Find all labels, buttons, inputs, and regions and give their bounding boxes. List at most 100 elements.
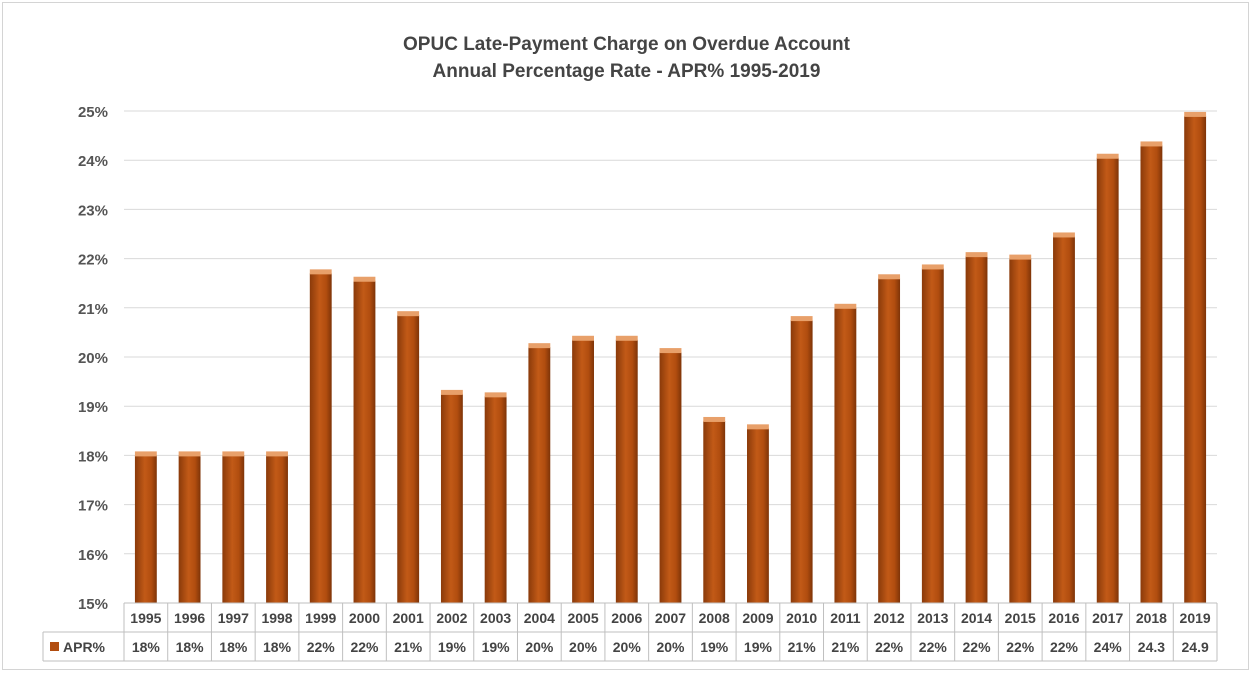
bar <box>615 339 638 603</box>
data-label: 22% <box>919 639 948 655</box>
bar-top <box>440 389 463 395</box>
bar-top <box>1140 141 1163 147</box>
bar <box>659 352 682 603</box>
bar <box>703 420 726 603</box>
bar <box>1096 157 1119 604</box>
data-label: 22% <box>1006 639 1035 655</box>
x-tick-label: 2010 <box>786 610 817 626</box>
data-label: 20% <box>656 639 685 655</box>
y-tick-label: 18% <box>78 448 108 465</box>
data-label: 18% <box>132 639 161 655</box>
data-label: 22% <box>963 639 992 655</box>
bar <box>134 455 157 603</box>
data-label: 18% <box>219 639 248 655</box>
x-tick-label: 2003 <box>480 610 511 626</box>
x-tick-label: 1996 <box>174 610 205 626</box>
y-tick-label: 25% <box>78 104 108 121</box>
bar-top <box>397 311 420 317</box>
data-label: 21% <box>831 639 860 655</box>
x-tick-label: 2019 <box>1180 610 1211 626</box>
bar-top <box>834 303 857 309</box>
x-tick-label: 1997 <box>218 610 249 626</box>
x-tick-label: 2001 <box>393 610 424 626</box>
data-label: 18% <box>176 639 205 655</box>
x-tick-label: 1998 <box>261 610 292 626</box>
data-label: 24.9 <box>1182 639 1209 655</box>
y-tick-label: 19% <box>78 399 108 416</box>
bar <box>1184 115 1207 604</box>
bar-top <box>790 316 813 322</box>
data-label: 19% <box>744 639 773 655</box>
data-label: 19% <box>482 639 511 655</box>
x-tick-label: 2002 <box>436 610 467 626</box>
bar <box>572 339 594 603</box>
bar-top <box>921 264 944 270</box>
bar <box>878 278 901 603</box>
x-tick-label: 2006 <box>611 610 642 626</box>
x-tick-label: 2014 <box>961 610 992 626</box>
bar-top <box>1096 153 1119 159</box>
x-tick-label: 2007 <box>655 610 686 626</box>
data-label: 20% <box>525 639 554 655</box>
data-label: 21% <box>394 639 423 655</box>
bar-top <box>659 348 682 354</box>
bar-top <box>1053 232 1075 238</box>
data-label: 18% <box>263 639 292 655</box>
x-tick-label: 2000 <box>349 610 380 626</box>
bar-top <box>878 274 901 280</box>
y-tick-label: 23% <box>78 202 108 219</box>
bar <box>353 280 376 603</box>
bar <box>1140 145 1163 603</box>
bar-top <box>484 392 507 398</box>
x-tick-label: 1999 <box>305 610 336 626</box>
x-tick-label: 2011 <box>830 610 861 626</box>
x-tick-label: 2005 <box>567 610 598 626</box>
bar <box>965 256 988 603</box>
bar-top <box>134 451 157 457</box>
bar <box>222 455 245 603</box>
data-label: 19% <box>438 639 467 655</box>
y-tick-label: 15% <box>78 596 108 613</box>
data-label: 21% <box>788 639 817 655</box>
bar <box>834 307 857 603</box>
data-label: 24% <box>1094 639 1123 655</box>
chart-title: OPUC Late-Payment Charge on Overdue Acco… <box>403 34 850 55</box>
bar <box>440 393 463 603</box>
bar-top <box>1184 111 1207 117</box>
bar-top <box>572 335 594 341</box>
data-table: 1995 18% 1996 18% 1997 18% 1998 18% 1999 22% 2000 2… <box>42 602 1218 662</box>
bar-top <box>178 451 201 457</box>
data-label: 22% <box>1050 639 1079 655</box>
y-tick-label: 21% <box>78 301 108 318</box>
x-tick-label: 2017 <box>1092 610 1123 626</box>
bar-top <box>615 335 638 341</box>
legend-swatch <box>50 642 59 651</box>
bar <box>921 268 944 603</box>
bar <box>1009 258 1032 603</box>
bar-top <box>747 424 769 430</box>
data-label: 19% <box>700 639 729 655</box>
x-tick-label: 2018 <box>1136 610 1167 626</box>
y-tick-label: 22% <box>78 252 108 269</box>
bars <box>134 111 1207 604</box>
bar <box>484 396 507 603</box>
legend-label: APR% <box>63 639 106 655</box>
bar <box>266 455 288 603</box>
data-label: 22% <box>307 639 336 655</box>
bar-top <box>353 276 376 282</box>
bar <box>178 455 201 603</box>
bar <box>309 273 332 603</box>
y-tick-label: 17% <box>78 498 108 515</box>
x-tick-label: 2013 <box>917 610 948 626</box>
x-tick-label: 2012 <box>874 610 905 626</box>
bar-top <box>266 451 288 457</box>
y-tick-label: 20% <box>78 350 108 367</box>
bar-top <box>222 451 245 457</box>
x-tick-label: 2009 <box>742 610 773 626</box>
data-label: 24.3 <box>1138 639 1165 655</box>
data-label: 20% <box>569 639 598 655</box>
chart-subtitle: Annual Percentage Rate - APR% 1995-2019 <box>432 61 821 82</box>
bar-top <box>309 269 332 275</box>
y-tick-label: 24% <box>78 153 108 170</box>
